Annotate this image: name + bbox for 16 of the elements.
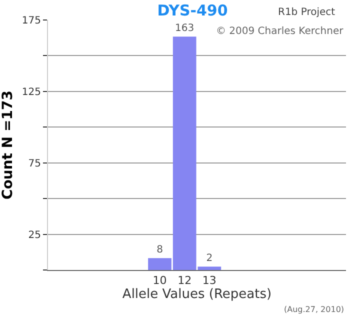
chart-title: DYS-490 (157, 1, 228, 20)
data-label: 163 (175, 23, 194, 34)
x-axis-title: Allele Values (Repeats) (122, 287, 272, 302)
x-tick-label: 12 (178, 274, 192, 288)
text: R1b Project (278, 7, 336, 18)
y-tick-label: 125 (22, 86, 41, 98)
y-tick-label: 75 (28, 158, 41, 170)
data-label: 2 (206, 253, 213, 264)
annotation: © 2009 Charles Kerchner (216, 26, 344, 37)
x-tick-label: 10 (152, 274, 167, 288)
y-axis-title: Count N =173 (0, 90, 16, 200)
data-label: 8 (156, 244, 163, 256)
x-tick-label: 13 (202, 274, 216, 288)
text: (Aug.27, 2010) (284, 305, 344, 314)
y-tick-label: 175 (22, 16, 41, 26)
y-tick-label: 25 (28, 230, 41, 241)
